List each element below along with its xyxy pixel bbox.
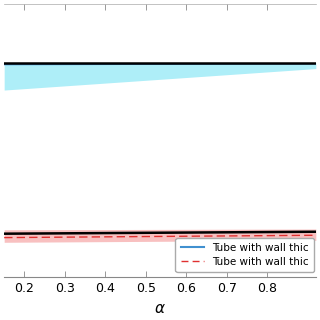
Legend: Tube with wall thic, Tube with wall thic: Tube with wall thic, Tube with wall thic	[175, 238, 314, 272]
X-axis label: α: α	[155, 301, 165, 316]
